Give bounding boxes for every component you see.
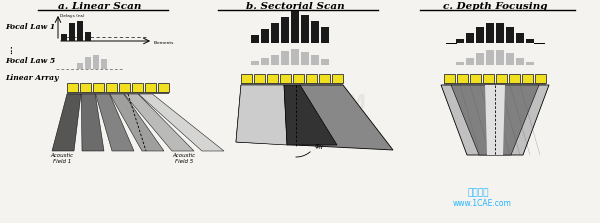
Bar xyxy=(80,83,91,92)
Polygon shape xyxy=(441,85,549,155)
Bar xyxy=(466,33,474,43)
Bar xyxy=(456,39,464,43)
Bar xyxy=(496,50,504,65)
Bar xyxy=(526,39,534,43)
Bar xyxy=(251,35,259,43)
Bar xyxy=(483,74,494,83)
Bar xyxy=(93,55,99,69)
Bar xyxy=(61,34,67,41)
Text: Focal Law 5: Focal Law 5 xyxy=(5,57,55,65)
Polygon shape xyxy=(95,94,134,151)
Bar xyxy=(119,83,130,92)
Bar xyxy=(241,83,343,85)
Bar xyxy=(77,63,83,69)
Bar xyxy=(291,49,299,65)
Text: b. Sectorial Scan: b. Sectorial Scan xyxy=(245,2,344,11)
Bar xyxy=(444,74,455,83)
Polygon shape xyxy=(485,85,505,155)
Bar xyxy=(67,83,78,92)
Text: Acoustic
Field 5: Acoustic Field 5 xyxy=(172,153,196,164)
Bar xyxy=(301,52,309,65)
Polygon shape xyxy=(451,85,539,155)
Bar xyxy=(486,50,494,65)
Bar xyxy=(101,59,107,69)
Polygon shape xyxy=(124,94,194,151)
Bar xyxy=(271,55,279,65)
Bar xyxy=(301,15,309,43)
Bar xyxy=(516,33,524,43)
Polygon shape xyxy=(110,94,164,151)
Text: Acoustic
Field 1: Acoustic Field 1 xyxy=(50,153,74,164)
Text: $\varphi_N$: $\varphi_N$ xyxy=(314,142,324,152)
Bar xyxy=(506,27,514,43)
Bar xyxy=(261,29,269,43)
Bar xyxy=(476,27,484,43)
Text: c. Depth Focusing: c. Depth Focusing xyxy=(443,2,547,11)
Text: Focal Law 1: Focal Law 1 xyxy=(5,23,55,31)
Polygon shape xyxy=(236,85,393,150)
Bar xyxy=(321,27,329,43)
Bar xyxy=(496,23,504,43)
Bar xyxy=(486,23,494,43)
Bar xyxy=(509,74,520,83)
Bar xyxy=(306,74,317,83)
Bar xyxy=(267,74,278,83)
Bar xyxy=(470,74,481,83)
Text: ...: ... xyxy=(5,44,14,54)
Bar xyxy=(476,53,484,65)
Bar xyxy=(291,11,299,43)
Bar xyxy=(241,74,252,83)
Bar xyxy=(85,57,91,69)
Bar xyxy=(271,23,279,43)
Text: Delays (ns): Delays (ns) xyxy=(60,14,85,18)
Bar xyxy=(506,53,514,65)
Bar xyxy=(67,92,169,94)
Bar xyxy=(281,17,289,43)
Bar xyxy=(456,62,464,65)
Bar xyxy=(466,58,474,65)
Bar xyxy=(280,74,291,83)
Bar xyxy=(106,83,117,92)
Polygon shape xyxy=(81,94,104,151)
Bar xyxy=(293,74,304,83)
Bar xyxy=(332,74,343,83)
Text: Linear Array: Linear Array xyxy=(5,74,59,82)
Bar xyxy=(281,51,289,65)
Polygon shape xyxy=(236,85,287,145)
Bar xyxy=(444,83,546,85)
Bar xyxy=(69,23,75,41)
Polygon shape xyxy=(139,94,224,151)
Bar xyxy=(158,83,169,92)
Bar xyxy=(77,21,83,41)
Text: a. Linear Scan: a. Linear Scan xyxy=(58,2,142,11)
Text: Elements: Elements xyxy=(154,41,175,45)
Bar xyxy=(254,74,265,83)
Bar xyxy=(496,74,507,83)
Polygon shape xyxy=(284,85,337,145)
Bar xyxy=(516,58,524,65)
Bar xyxy=(319,74,330,83)
Text: 仿真在線: 仿真在線 xyxy=(468,188,490,198)
Bar xyxy=(311,21,319,43)
Bar xyxy=(457,74,468,83)
Bar xyxy=(535,74,546,83)
Bar xyxy=(251,61,259,65)
Bar xyxy=(526,62,534,65)
Bar xyxy=(311,55,319,65)
Bar xyxy=(321,59,329,65)
Bar xyxy=(145,83,156,92)
Bar xyxy=(522,74,533,83)
Bar xyxy=(261,58,269,65)
Polygon shape xyxy=(52,94,81,151)
Bar xyxy=(93,83,104,92)
Text: 1CAE.COM: 1CAE.COM xyxy=(253,93,367,112)
Bar xyxy=(132,83,143,92)
Text: www.1CAE.com: www.1CAE.com xyxy=(453,200,512,209)
Bar xyxy=(85,32,91,41)
